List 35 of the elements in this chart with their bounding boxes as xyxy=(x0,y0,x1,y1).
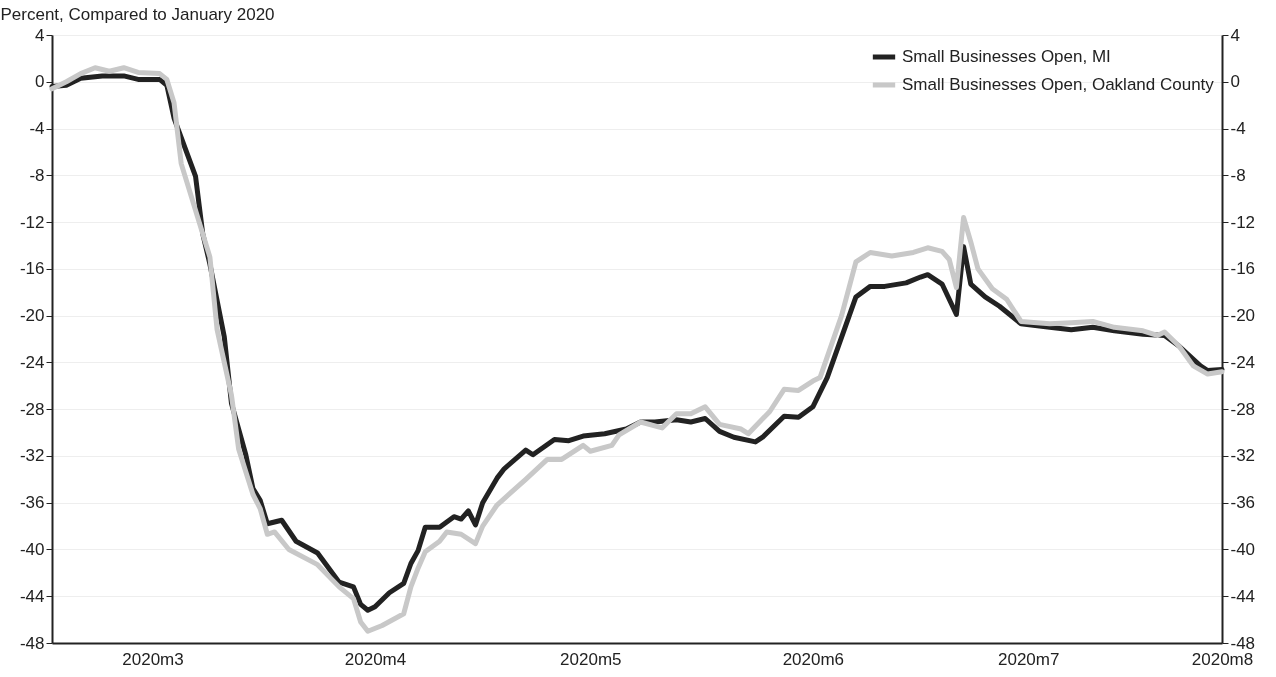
y-tick-label: -8 xyxy=(29,165,45,185)
y-tick-label: -36 xyxy=(19,493,45,513)
y-tick-label: -16 xyxy=(19,259,45,279)
y-tick-label: -20 xyxy=(19,306,45,326)
y-tick-label: 4 xyxy=(35,25,45,45)
y2-tick-label: 0 xyxy=(1230,72,1240,92)
x-tick-label: 2020m6 xyxy=(782,649,845,669)
y-tick-label: -40 xyxy=(19,539,45,559)
legend-label: Small Businesses Open, MI xyxy=(902,47,1111,66)
y-tick-label: -4 xyxy=(29,119,45,139)
y2-tick-label: -8 xyxy=(1230,165,1246,185)
x-tick-label: 2020m4 xyxy=(344,649,407,669)
y2-tick-label: -12 xyxy=(1230,212,1256,232)
y2-tick-label: -20 xyxy=(1230,306,1256,326)
y-tick-label: -12 xyxy=(19,212,45,232)
y-axis-title: Percent, Compared to January 2020 xyxy=(0,4,275,24)
y2-tick-label: -36 xyxy=(1230,493,1256,513)
y-tick-label: -28 xyxy=(19,399,45,419)
y-tick-label: -24 xyxy=(19,352,45,372)
y-tick-label: -32 xyxy=(19,446,45,466)
y2-tick-label: 4 xyxy=(1230,25,1240,45)
x-tick-label: 2020m7 xyxy=(997,649,1060,669)
y2-tick-label: -40 xyxy=(1230,539,1256,559)
y2-tick-label: -28 xyxy=(1230,399,1256,419)
y-tick-label: 0 xyxy=(35,72,45,92)
y-tick-label: -44 xyxy=(19,586,45,606)
y2-tick-label: -4 xyxy=(1230,119,1246,139)
y2-tick-label: -24 xyxy=(1230,352,1256,372)
y2-tick-label: -32 xyxy=(1230,446,1256,466)
legend-label: Small Businesses Open, Oakland County xyxy=(902,75,1215,94)
x-tick-label: 2020m5 xyxy=(560,649,622,669)
x-tick-label: 2020m3 xyxy=(122,649,184,669)
y2-tick-label: -44 xyxy=(1230,586,1256,606)
y-tick-label: -48 xyxy=(19,633,45,653)
y2-tick-label: -16 xyxy=(1230,259,1256,279)
